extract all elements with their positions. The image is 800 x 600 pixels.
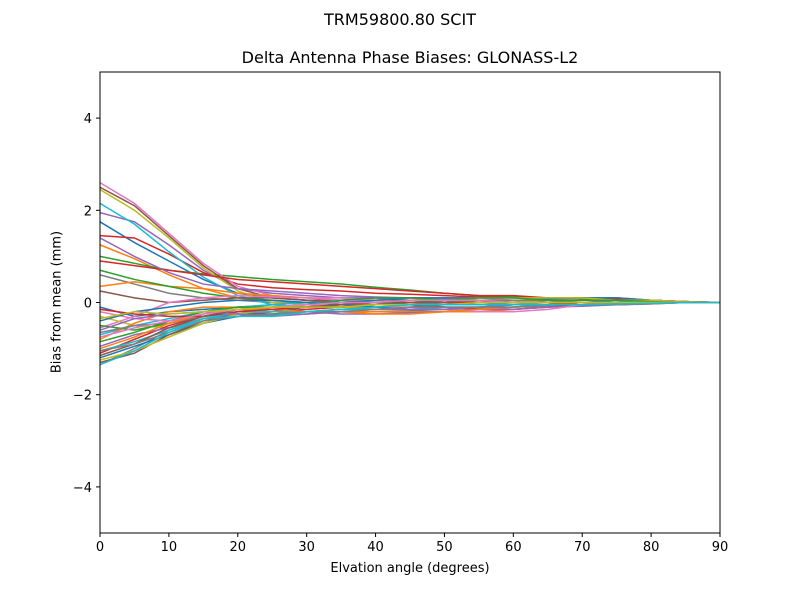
chart-title: Delta Antenna Phase Biases: GLONASS-L2 bbox=[241, 48, 579, 67]
axis-ticks: 0 10 20 30 40 50 60 70 80 90 −4 −2 0 2 4 bbox=[73, 112, 728, 555]
y-tick-label: −2 bbox=[73, 389, 92, 404]
x-tick-label: 10 bbox=[161, 540, 178, 555]
x-tick-label: 50 bbox=[436, 540, 453, 555]
y-tick-label: 4 bbox=[84, 112, 92, 127]
axes-frame bbox=[99, 71, 721, 534]
x-tick-label: 30 bbox=[298, 540, 315, 555]
x-tick-label: 90 bbox=[712, 540, 729, 555]
series-line-40 bbox=[99, 301, 720, 366]
x-tick-label: 80 bbox=[643, 540, 660, 555]
x-tick-label: 60 bbox=[505, 540, 522, 555]
x-tick-label: 40 bbox=[367, 540, 384, 555]
y-tick-label: 0 bbox=[84, 297, 92, 312]
series-line-14 bbox=[99, 260, 721, 304]
x-tick-label: 70 bbox=[574, 540, 591, 555]
x-tick-label: 0 bbox=[96, 540, 104, 555]
series-lines bbox=[99, 181, 721, 366]
x-tick-label: 20 bbox=[230, 540, 247, 555]
series-line-38 bbox=[99, 301, 720, 352]
y-tick-label: 2 bbox=[84, 204, 92, 219]
y-tick-label: −4 bbox=[73, 481, 92, 496]
chart-suptitle: TRM59800.80 SCIT bbox=[324, 10, 476, 29]
x-axis-label: Elvation angle (degrees) bbox=[330, 561, 490, 576]
